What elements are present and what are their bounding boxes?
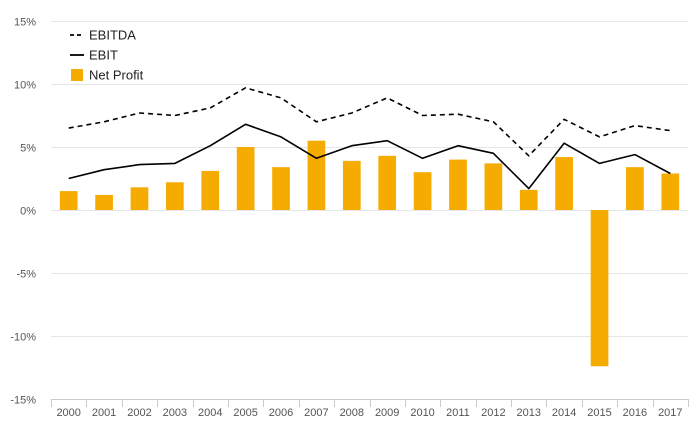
bar-net-profit — [378, 155, 397, 210]
x-tick-label: 2006 — [269, 407, 293, 419]
line-ebit — [68, 123, 671, 190]
legend-item-ebit: EBIT — [70, 48, 118, 63]
x-tick-label: 2010 — [410, 407, 434, 419]
x-tick-label: 2007 — [304, 407, 328, 419]
axis-layer: 15% 10% 5% 0% -5% -10% -15% 2000 2001 2002 2003 200… — [10, 17, 689, 419]
bar-net-profit — [201, 170, 220, 210]
bar-net-profit — [307, 140, 326, 210]
y-tick-label: 5% — [20, 143, 36, 155]
bar-net-profit — [449, 159, 467, 210]
bar-net-profit — [236, 147, 255, 210]
line-ebitda — [68, 87, 671, 157]
legend: EBITDA EBIT Net Profit — [70, 28, 144, 83]
x-tick-label: 2004 — [198, 407, 222, 419]
bar-net-profit — [555, 157, 573, 210]
x-tick-label: 2000 — [56, 407, 80, 419]
x-tick-label: 2014 — [552, 407, 576, 419]
y-tick-label: 0% — [20, 206, 36, 218]
legend-item-ebitda: EBITDA — [70, 28, 136, 43]
bar-net-profit — [130, 187, 149, 210]
bar-net-profit — [413, 172, 432, 210]
legend-label: Net Profit — [89, 68, 144, 83]
bar-net-profit — [626, 167, 644, 210]
x-tick-label: 2016 — [623, 407, 647, 419]
bar-layer — [59, 140, 680, 367]
x-tick-label: 2001 — [92, 407, 116, 419]
x-tick-label: 2009 — [375, 407, 399, 419]
x-tick-label: 2011 — [446, 407, 470, 419]
y-tick-label: 15% — [14, 17, 36, 29]
bar-net-profit — [519, 189, 538, 210]
bar-net-profit — [59, 191, 78, 210]
y-tick-label: 10% — [14, 80, 36, 92]
x-tick-label: 2017 — [658, 407, 682, 419]
y-tick-label: -15% — [10, 395, 36, 407]
y-tick-label: -10% — [10, 332, 36, 344]
x-tick-label: 2008 — [340, 407, 364, 419]
legend-label: EBITDA — [89, 28, 136, 43]
bar-net-profit — [661, 173, 680, 210]
bar-net-profit — [272, 167, 290, 210]
legend-swatch — [71, 69, 83, 81]
line-layer — [68, 87, 671, 190]
x-tick-label: 2005 — [233, 407, 257, 419]
x-tick-label: 2012 — [481, 407, 505, 419]
x-tick-label: 2002 — [127, 407, 151, 419]
bar-net-profit — [95, 194, 113, 210]
x-tick-label: 2015 — [587, 407, 611, 419]
legend-item-net-profit: Net Profit — [71, 68, 144, 83]
legend-label: EBIT — [89, 48, 118, 63]
bar-net-profit — [484, 163, 503, 210]
bar-net-profit — [590, 210, 609, 367]
x-tick-label: 2003 — [163, 407, 187, 419]
bar-net-profit — [166, 182, 184, 210]
x-tick-label: 2013 — [517, 407, 541, 419]
y-tick-label: -5% — [16, 269, 36, 281]
bar-net-profit — [342, 160, 361, 210]
